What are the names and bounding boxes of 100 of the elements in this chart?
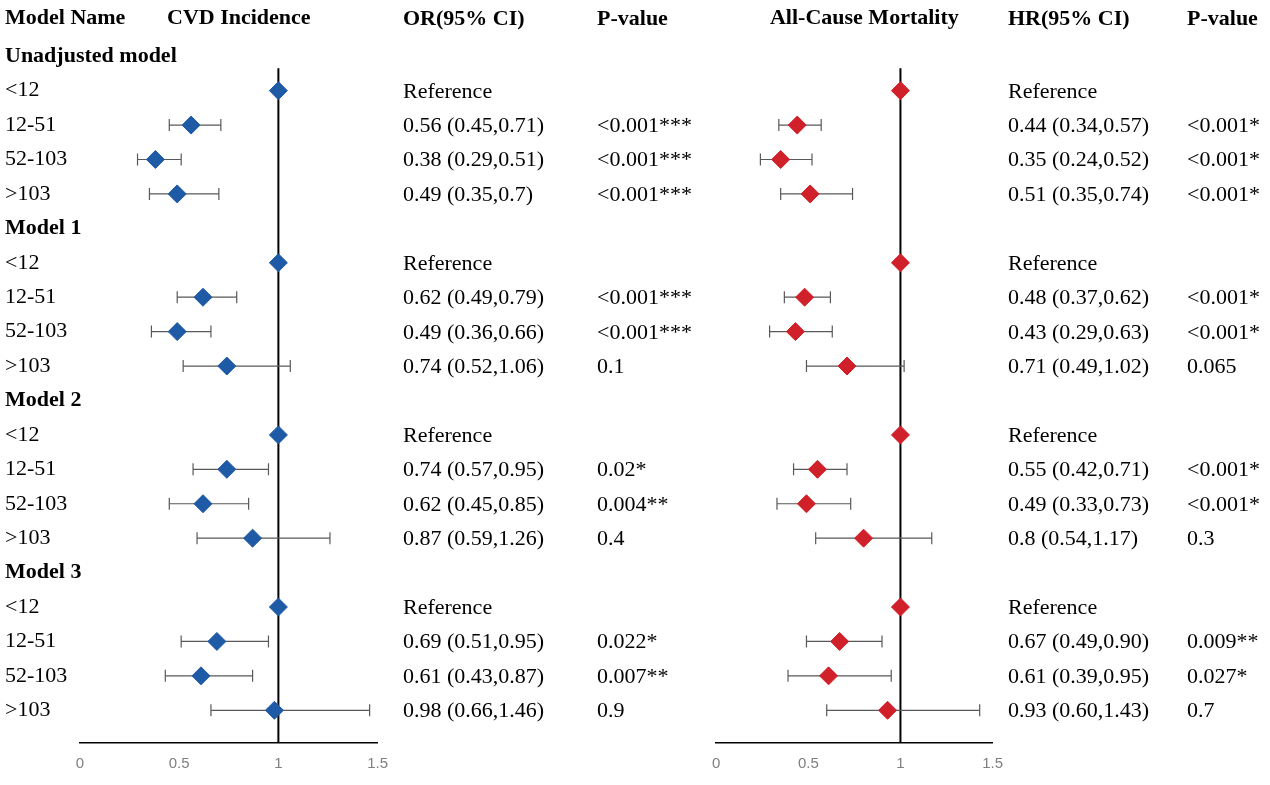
point [819,666,839,686]
category-label: 0.065 [1187,353,1237,380]
point [268,253,288,273]
category-label: <0.001* [1187,490,1260,517]
category-label: 0.71 (0.49,1.02) [1008,353,1150,380]
point [787,115,807,135]
category-label: 0.43 (0.29,0.63) [1008,318,1150,345]
category-label: 0.98 (0.66,1.46) [403,697,545,724]
y-tick-label: 12-51 [5,110,57,136]
category-label: 0.67 (0.49,0.90) [1008,628,1150,655]
category-label: <0.001* [1187,180,1260,207]
y-tick-label: 12-51 [5,627,57,653]
category-label: 0.35 (0.24,0.52) [1008,146,1150,173]
point [181,115,201,135]
category-label: <0.001* [1187,112,1260,139]
category-label: Reference [1008,421,1098,448]
category-label: 0.7 [1187,697,1215,724]
x-tick-label: 1.5 [367,754,388,772]
point [796,494,816,514]
category-label: <0.001*** [597,146,692,173]
point [268,425,288,445]
point [830,631,850,651]
x-tick-label: 0.5 [168,754,190,772]
y-tick-label: <12 [5,76,40,102]
category-label: 0.49 (0.35,0.7) [403,180,534,207]
text: P-value [597,5,668,31]
point [167,322,187,342]
category-label: <0.001* [1187,146,1260,173]
category-label: 0.49 (0.36,0.66) [403,318,545,345]
y-tick-label: <12 [5,420,40,446]
category-label: Reference [1008,249,1098,276]
category-label: Reference [403,77,493,104]
point [207,631,227,651]
point [771,149,791,169]
category-label: 0.44 (0.34,0.57) [1008,112,1150,139]
category-label: Reference [403,594,493,621]
category-label: 0.69 (0.51,0.95) [403,628,545,655]
category-label: 0.8 (0.54,1.17) [1008,525,1139,552]
category-label: 0.3 [1187,525,1215,552]
category-label: 0.51 (0.35,0.74) [1008,180,1150,207]
text: OR(95% CI) [403,5,525,31]
y-tick-label: Model 1 [5,214,82,240]
point [217,356,237,376]
y-tick-label: >103 [5,351,51,377]
point [854,528,874,548]
category-label: 0.55 (0.42,0.71) [1008,456,1150,483]
chart-title: All-Cause Mortality [769,3,959,29]
point [878,700,898,720]
y-tick-label: >103 [5,696,51,722]
category-label: 0.009** [1187,628,1259,655]
category-label: 0.9 [597,697,625,724]
point [145,149,165,169]
category-label: Reference [403,249,493,276]
point [268,597,288,617]
category-label: 0.74 (0.52,1.06) [403,353,545,380]
y-tick-label: 52-103 [5,145,68,171]
category-label: 0.007** [597,662,669,689]
y-tick-label: Unadjusted model [5,41,177,67]
point [191,666,211,686]
y-tick-label: >103 [5,523,51,549]
category-label: <0.001*** [597,112,692,139]
y-tick-label: <12 [5,248,40,274]
category-label: <0.001*** [597,284,692,311]
y-tick-label: 12-51 [5,282,57,308]
category-label: 0.02* [597,456,647,483]
category-label: <0.001*** [597,318,692,345]
category-label: <0.001* [1187,456,1260,483]
point [800,184,820,204]
point [268,81,288,101]
chart-title: CVD Incidence [166,3,311,29]
y-tick-label: Model 3 [5,558,82,584]
point [167,184,187,204]
y-tick-label: <12 [5,592,40,618]
category-label: 0.62 (0.49,0.79) [403,284,545,311]
point [193,287,213,307]
x-tick-label: 1 [274,754,283,772]
category-label: <0.001*** [597,180,692,207]
y-tick-label: Model 2 [5,386,82,412]
x-tick-label: 0.5 [797,754,819,772]
category-label: 0.74 (0.57,0.95) [403,456,545,483]
x-tick-label: 0 [712,754,721,772]
category-label: Reference [1008,77,1098,104]
category-label: 0.49 (0.33,0.73) [1008,490,1150,517]
category-label: 0.004** [597,490,669,517]
point [264,700,284,720]
x-tick-label: 1 [896,754,905,772]
category-label: 0.56 (0.45,0.71) [403,112,545,139]
point [217,459,237,479]
point [890,425,910,445]
category-label: 0.61 (0.39,0.95) [1008,662,1150,689]
category-label: 0.61 (0.43,0.87) [403,662,545,689]
y-tick-label: >103 [5,179,51,205]
text: P-value [1187,5,1258,31]
category-label: 0.1 [597,353,625,380]
point [890,253,910,273]
y-tick-label: 52-103 [5,317,68,343]
category-label: <0.001* [1187,318,1260,345]
category-label: 0.62 (0.45,0.85) [403,490,545,517]
category-label: 0.38 (0.29,0.51) [403,146,545,173]
point [785,322,805,342]
